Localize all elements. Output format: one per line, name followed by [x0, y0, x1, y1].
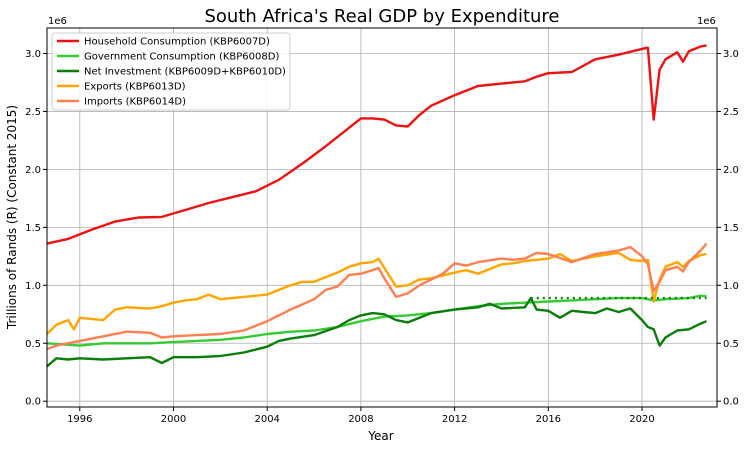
series-line-2	[46, 294, 707, 347]
series-line-4	[46, 251, 707, 335]
x-axis-label: Year	[367, 429, 393, 443]
y-tick-label-right: 0.5	[723, 339, 739, 350]
y-tick-label-right: 3.0	[723, 49, 739, 60]
y-axis-label: Trillions of Rands (R) (Constant 2015)	[5, 105, 19, 330]
x-tick-label: 2016	[536, 414, 561, 425]
grid	[47, 28, 717, 407]
x-tick-label: 2012	[442, 414, 467, 425]
x-tick-label: 2008	[348, 414, 373, 425]
legend-label: Government Consumption (KBP6008D)	[84, 52, 279, 63]
legend-label: Imports (KBP6014D)	[84, 97, 186, 108]
y-tick-label-left: 0.5	[25, 339, 41, 350]
y-offset-left: 1e6	[48, 16, 67, 27]
y-tick-label-left: 2.5	[25, 107, 41, 118]
legend-label: Household Consumption (KBP6007D)	[84, 37, 270, 48]
legend-label: Exports (KBP6013D)	[84, 82, 186, 93]
y-tick-label-left: 3.0	[25, 49, 41, 60]
series-line-3	[46, 296, 707, 368]
y-offset-right: 1e6	[697, 16, 716, 27]
series-line-5	[46, 242, 708, 351]
axis-ticks: 1996 2000 2004 2008 2012 2016 2020 0.0 0.0 0.5 0.5…	[25, 49, 739, 425]
y-tick-label-right: 2.5	[723, 107, 739, 118]
y-tick-label-right: 1.5	[723, 223, 739, 234]
y-tick-label-left: 1.0	[25, 281, 41, 292]
chart-title: South Africa's Real GDP by Expenditure	[204, 6, 559, 27]
x-tick-label: 2020	[629, 414, 654, 425]
x-tick-label: 2000	[161, 414, 186, 425]
y-tick-label-left: 0.0	[25, 397, 41, 408]
legend-label: Net Investment (KBP6009D+KBP6010D)	[84, 67, 286, 78]
y-tick-label-right: 1.0	[723, 281, 739, 292]
x-tick-label: 2004	[254, 414, 279, 425]
legend: Household Consumption (KBP6007D) Governme…	[51, 32, 291, 111]
plot-frame	[46, 27, 718, 408]
y-tick-label-right: 2.0	[723, 165, 739, 176]
x-tick-label: 1996	[67, 414, 92, 425]
y-tick-label-left: 2.0	[25, 165, 41, 176]
y-tick-label-left: 1.5	[25, 223, 41, 234]
y-tick-label-right: 0.0	[723, 397, 739, 408]
legend-box	[51, 32, 291, 111]
series-layer	[46, 44, 708, 368]
series-line-1	[46, 44, 707, 245]
